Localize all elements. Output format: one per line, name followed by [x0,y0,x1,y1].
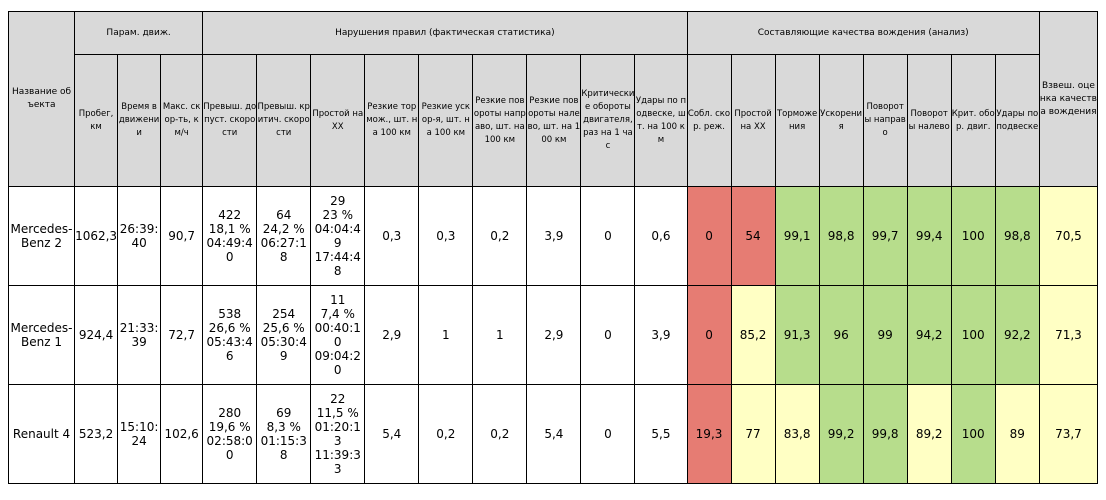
cell-q-braking: 99,1 [774,186,820,286]
cell-harsh-acceleration: 0,2 [418,384,474,484]
cell-q-braking: 83,8 [774,384,820,484]
header-suspension-shocks: Удары по подвеске, шт. на 100 км [634,54,688,187]
header-mileage: Пробег, км [74,54,119,187]
header-q-right-turns: Повороты направо [862,54,908,187]
cell-q-left-turns: 94,2 [906,285,952,385]
header-over-allowed-speed: Превыш. допуст. скорости [202,54,258,187]
cell-q-left-turns: 89,2 [906,384,952,484]
cell-idle: 29 23 % 04:04:49 17:44:48 [310,186,366,286]
cell-moving-time: 15:10:24 [117,384,162,484]
cell-over-allowed-speed: 280 19,6 % 02:58:00 [202,384,258,484]
cell-q-right-turns: 99 [862,285,908,385]
report-table-container: Название объекта Парам. движ. Нарушения … [7,11,1099,484]
header-max-speed: Макс. скор-ть, км/ч [160,54,204,187]
cell-harsh-right-turns: 0,2 [472,186,528,286]
cell-mileage: 1062,3 [74,186,119,286]
cell-q-left-turns: 99,4 [906,186,952,286]
header-q-acceleration: Ускорения [818,54,864,187]
cell-object-name: Mercedes-Benz 2 [7,186,76,286]
cell-q-critical-rpm: 100 [950,186,996,286]
cell-max-speed: 102,6 [160,384,204,484]
cell-harsh-acceleration: 0,3 [418,186,474,286]
cell-suspension-shocks: 5,5 [634,384,688,484]
cell-over-allowed-speed: 538 26,6 % 05:43:46 [202,285,258,385]
cell-q-right-turns: 99,7 [862,186,908,286]
header-moving-time: Время в движении [117,54,162,187]
cell-q-critical-rpm: 100 [950,285,996,385]
cell-q-idle: 85,2 [730,285,776,385]
header-idle: Простой на ХХ [310,54,366,187]
cell-over-allowed-speed: 422 18,1 % 04:49:40 [202,186,258,286]
header-group-quality: Составляющие качества вождения (анализ) [686,11,1040,55]
header-harsh-left-turns: Резкие повороты налево, шт. на 100 км [526,54,582,187]
cell-q-idle: 54 [730,186,776,286]
cell-q-critical-rpm: 100 [950,384,996,484]
cell-q-speed-mode: 19,3 [686,384,732,484]
cell-weighted-score: 71,3 [1038,285,1099,385]
cell-moving-time: 21:33:39 [117,285,162,385]
driving-quality-table: Название объекта Парам. движ. Нарушения … [7,11,1099,484]
cell-q-shocks: 92,2 [994,285,1040,385]
table-row: Renault 4 523,2 15:10:24 102,6 280 19,6 %… [7,384,1099,484]
header-weighted-score: Взвеш. оценка качества вождения [1038,11,1099,187]
cell-critical-rpm: 0 [580,285,636,385]
cell-suspension-shocks: 3,9 [634,285,688,385]
header-harsh-acceleration: Резкие ускор-я, шт. на 100 км [418,54,474,187]
header-q-critical-rpm: Крит. обор. двиг. [950,54,996,187]
cell-over-critical-speed: 64 24,2 % 06:27:18 [256,186,312,286]
cell-weighted-score: 70,5 [1038,186,1099,286]
cell-idle: 22 11,5 % 01:20:13 11:39:33 [310,384,366,484]
cell-suspension-shocks: 0,6 [634,186,688,286]
header-harsh-right-turns: Резкие повороты направо, шт. на 100 км [472,54,528,187]
cell-mileage: 924,4 [74,285,119,385]
cell-weighted-score: 73,7 [1038,384,1099,484]
cell-critical-rpm: 0 [580,384,636,484]
header-q-idle: Простой на ХХ [730,54,776,187]
header-object-name: Название объекта [7,11,76,187]
cell-harsh-right-turns: 0,2 [472,384,528,484]
cell-max-speed: 72,7 [160,285,204,385]
cell-q-speed-mode: 0 [686,285,732,385]
header-over-critical-speed: Превыш. критич. скорости [256,54,312,187]
cell-idle: 11 7,4 % 00:40:10 09:04:20 [310,285,366,385]
cell-q-braking: 91,3 [774,285,820,385]
cell-critical-rpm: 0 [580,186,636,286]
header-q-braking: Торможения [774,54,820,187]
cell-harsh-braking: 2,9 [364,285,420,385]
cell-object-name: Mercedes-Benz 1 [7,285,76,385]
cell-mileage: 523,2 [74,384,119,484]
cell-q-right-turns: 99,8 [862,384,908,484]
cell-moving-time: 26:39:40 [117,186,162,286]
table-row: Mercedes-Benz 2 1062,3 26:39:40 90,7 422… [7,186,1099,286]
cell-q-acceleration: 96 [818,285,864,385]
cell-q-shocks: 89 [994,384,1040,484]
header-q-shocks: Удары по подвеске [994,54,1040,187]
cell-over-critical-speed: 69 8,3 % 01:15:38 [256,384,312,484]
cell-q-speed-mode: 0 [686,186,732,286]
cell-harsh-left-turns: 5,4 [526,384,582,484]
cell-harsh-acceleration: 1 [418,285,474,385]
cell-max-speed: 90,7 [160,186,204,286]
table-row: Mercedes-Benz 1 924,4 21:33:39 72,7 538 2… [7,285,1099,385]
header-group-motion: Парам. движ. [74,11,204,55]
header-q-left-turns: Повороты налево [906,54,952,187]
cell-q-idle: 77 [730,384,776,484]
header-critical-rpm: Критические обороты двигателя, раз на 1 … [580,54,636,187]
cell-q-acceleration: 99,2 [818,384,864,484]
cell-over-critical-speed: 254 25,6 % 05:30:49 [256,285,312,385]
cell-harsh-left-turns: 3,9 [526,186,582,286]
cell-harsh-right-turns: 1 [472,285,528,385]
cell-harsh-left-turns: 2,9 [526,285,582,385]
header-group-violations: Нарушения правил (фактическая статистика… [202,11,688,55]
cell-q-shocks: 98,8 [994,186,1040,286]
cell-object-name: Renault 4 [7,384,76,484]
cell-harsh-braking: 5,4 [364,384,420,484]
header-harsh-braking: Резкие тормож., шт. на 100 км [364,54,420,187]
cell-q-acceleration: 98,8 [818,186,864,286]
header-q-speed-mode: Собл. скор. реж. [686,54,732,187]
cell-harsh-braking: 0,3 [364,186,420,286]
